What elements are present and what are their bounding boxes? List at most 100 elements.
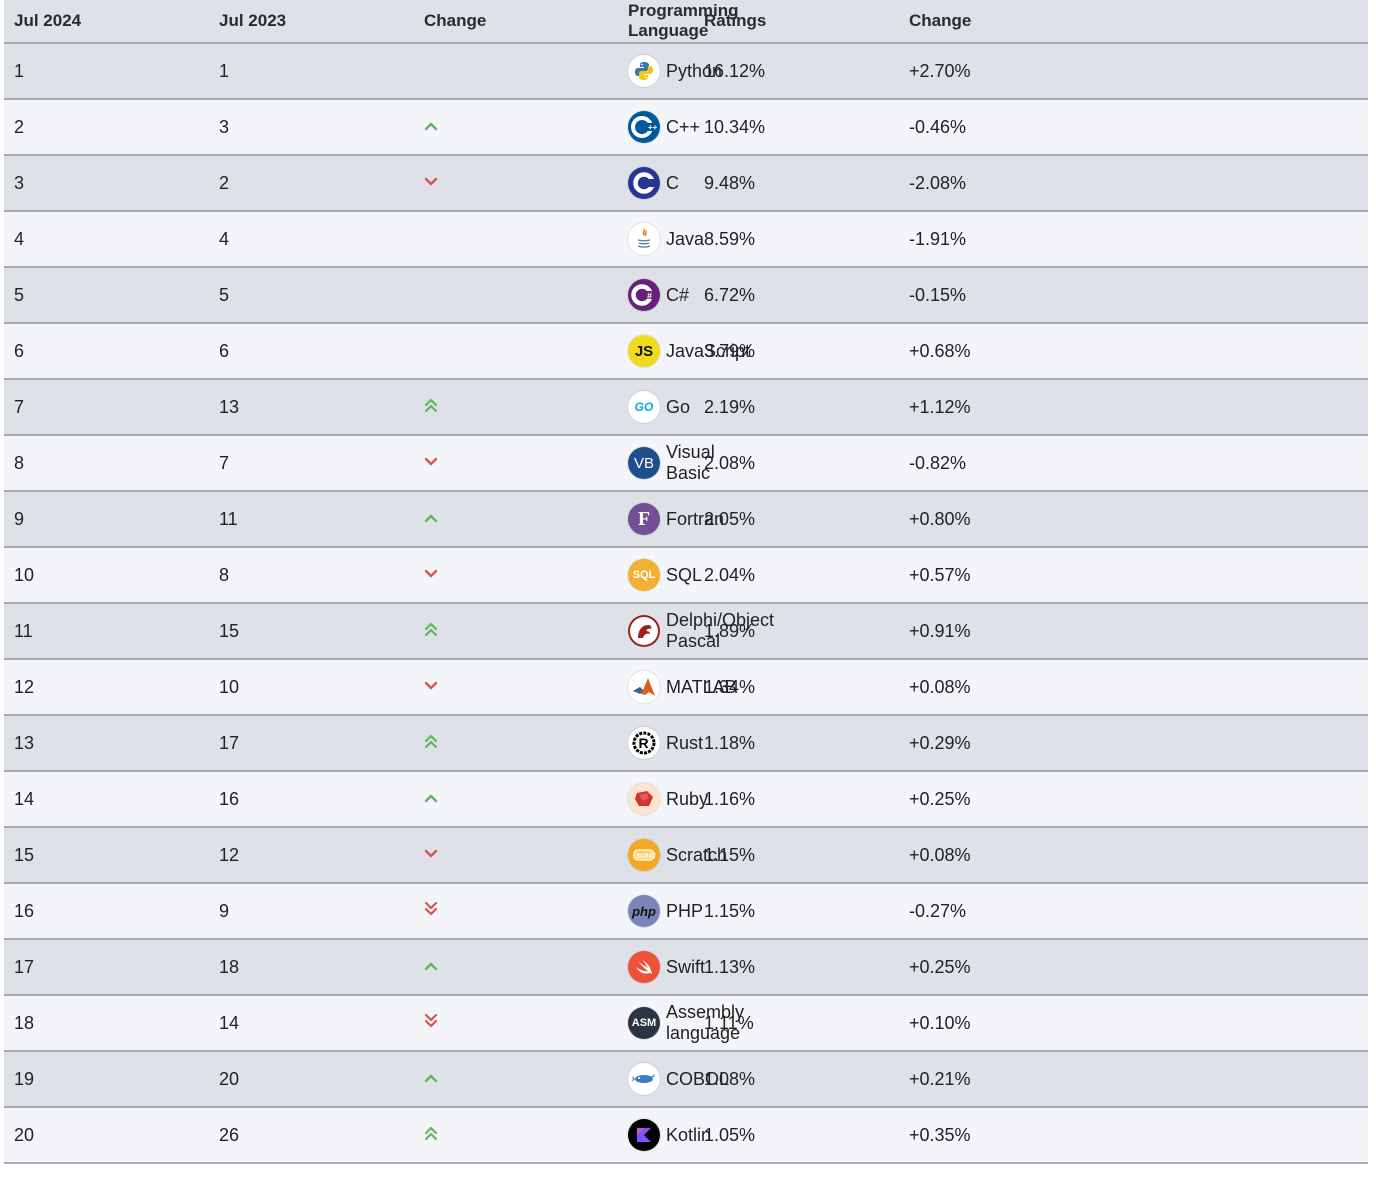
language-logo-cell [628,155,666,212]
language-name[interactable]: SQL [666,547,704,604]
rating-value: 6.72% [704,267,909,324]
double-down-arrow-icon [424,901,440,917]
language-logo-cell: VB [628,435,666,492]
language-name[interactable]: PHP [666,883,704,940]
down-arrow-icon [424,453,440,469]
rank-previous: 6 [219,323,424,380]
rank-change-cell [424,995,628,1052]
rating-value: 1.89% [704,603,909,660]
language-name[interactable]: Rust [666,715,704,772]
rank-previous: 18 [219,939,424,996]
rating-change: -0.82% [909,435,1368,492]
language-name[interactable]: Delphi/Object Pascal [666,603,774,660]
language-logo-cell [628,211,666,268]
header-programming-language[interactable]: Programming Language [628,0,739,44]
language-name[interactable]: C# [666,267,704,324]
swift-icon [628,951,666,983]
language-logo-cell: GO [628,379,666,436]
matlab-icon [628,671,666,703]
language-name[interactable]: Go [666,379,704,436]
header-change-rating[interactable]: Change [909,0,1368,44]
header-ratings[interactable]: Ratings [704,0,909,44]
language-name[interactable]: C [666,155,704,212]
language-name[interactable]: Ruby [666,771,708,828]
rank-current: 1 [4,43,219,100]
language-name[interactable]: Fortran [666,491,724,548]
rank-current: 14 [4,771,219,828]
rank-current: 15 [4,827,219,884]
language-logo-cell [628,1107,666,1164]
language-name[interactable]: Scratch [666,827,727,884]
rating-change: -0.15% [909,267,1368,324]
up-arrow-icon [424,117,440,133]
language-logo-cell [628,43,666,100]
rank-previous: 26 [219,1107,424,1164]
rank-current: 2 [4,99,219,156]
language-name[interactable]: COBOL [666,1051,729,1108]
rating-value: 1.18% [704,715,909,772]
rating-value: 1.15% [704,883,909,940]
down-arrow-icon [424,565,440,581]
rank-previous: 1 [219,43,424,100]
language-logo-cell [628,771,666,828]
table-row: 19 20 COBOL 1.08% +0.21% [4,1051,1368,1108]
rating-value: 1.11% [704,995,909,1052]
rating-change: +0.25% [909,939,1368,996]
rank-previous: 11 [219,491,424,548]
header-jul-2023[interactable]: Jul 2023 [219,0,424,44]
rank-change-cell [424,715,628,772]
delphi-icon [628,615,666,647]
kotlin-icon [628,1119,666,1151]
language-name[interactable]: Kotlin [666,1107,711,1164]
language-name[interactable]: MATLAB [666,659,737,716]
language-name[interactable]: JavaScript [666,323,750,380]
rating-change: +0.57% [909,547,1368,604]
language-name[interactable]: Visual Basic [666,435,715,492]
language-name[interactable]: Python [666,43,722,100]
svg-text:SCRATCH: SCRATCH [636,854,656,860]
rating-value: 2.04% [704,547,909,604]
table-row: 13 17 R Rust 1.18% +0.29% [4,715,1368,772]
rank-change-cell [424,323,628,380]
rating-value: 2.05% [704,491,909,548]
header-jul-2024[interactable]: Jul 2024 [4,0,219,44]
rank-current: 20 [4,1107,219,1164]
rating-change: +0.08% [909,659,1368,716]
rank-current: 18 [4,995,219,1052]
language-name[interactable]: Swift [666,939,705,996]
language-logo-cell: php [628,883,666,940]
double-up-arrow-icon [424,1125,440,1141]
rating-value: 1.05% [704,1107,909,1164]
no-change-indicator [424,61,440,77]
rank-current: 19 [4,1051,219,1108]
rating-change: +0.10% [909,995,1368,1052]
rank-change-cell [424,99,628,156]
rank-change-cell [424,827,628,884]
header-change-rank[interactable]: Change [424,0,628,44]
table-row: 4 4 Java 8.59% -1.91% [4,211,1368,268]
table-row: 6 6 JS JavaScript 3.79% +0.68% [4,323,1368,380]
language-name[interactable]: Assembly language [666,995,744,1052]
rank-change-cell [424,1051,628,1108]
rating-change: +0.91% [909,603,1368,660]
tiobe-index-table: Jul 2024 Jul 2023 Change Programming Lan… [4,0,1368,1164]
rank-previous: 8 [219,547,424,604]
language-logo-cell [628,603,666,660]
rating-change: +2.70% [909,43,1368,100]
language-logo-cell: R [628,715,666,772]
rank-change-cell [424,211,628,268]
language-logo-cell [628,659,666,716]
rank-previous: 10 [219,659,424,716]
rank-current: 5 [4,267,219,324]
language-name[interactable]: C++ [666,99,704,156]
language-name[interactable]: Java [666,211,704,268]
rating-value: 1.08% [704,1051,909,1108]
rating-change: +0.29% [909,715,1368,772]
rating-change: +0.08% [909,827,1368,884]
go-icon: GO [628,391,666,423]
table-row: 20 26 Kotlin 1.05% +0.35% [4,1107,1368,1164]
no-change-indicator [424,341,440,357]
rating-value: 9.48% [704,155,909,212]
language-logo-cell: ++ [628,99,666,156]
